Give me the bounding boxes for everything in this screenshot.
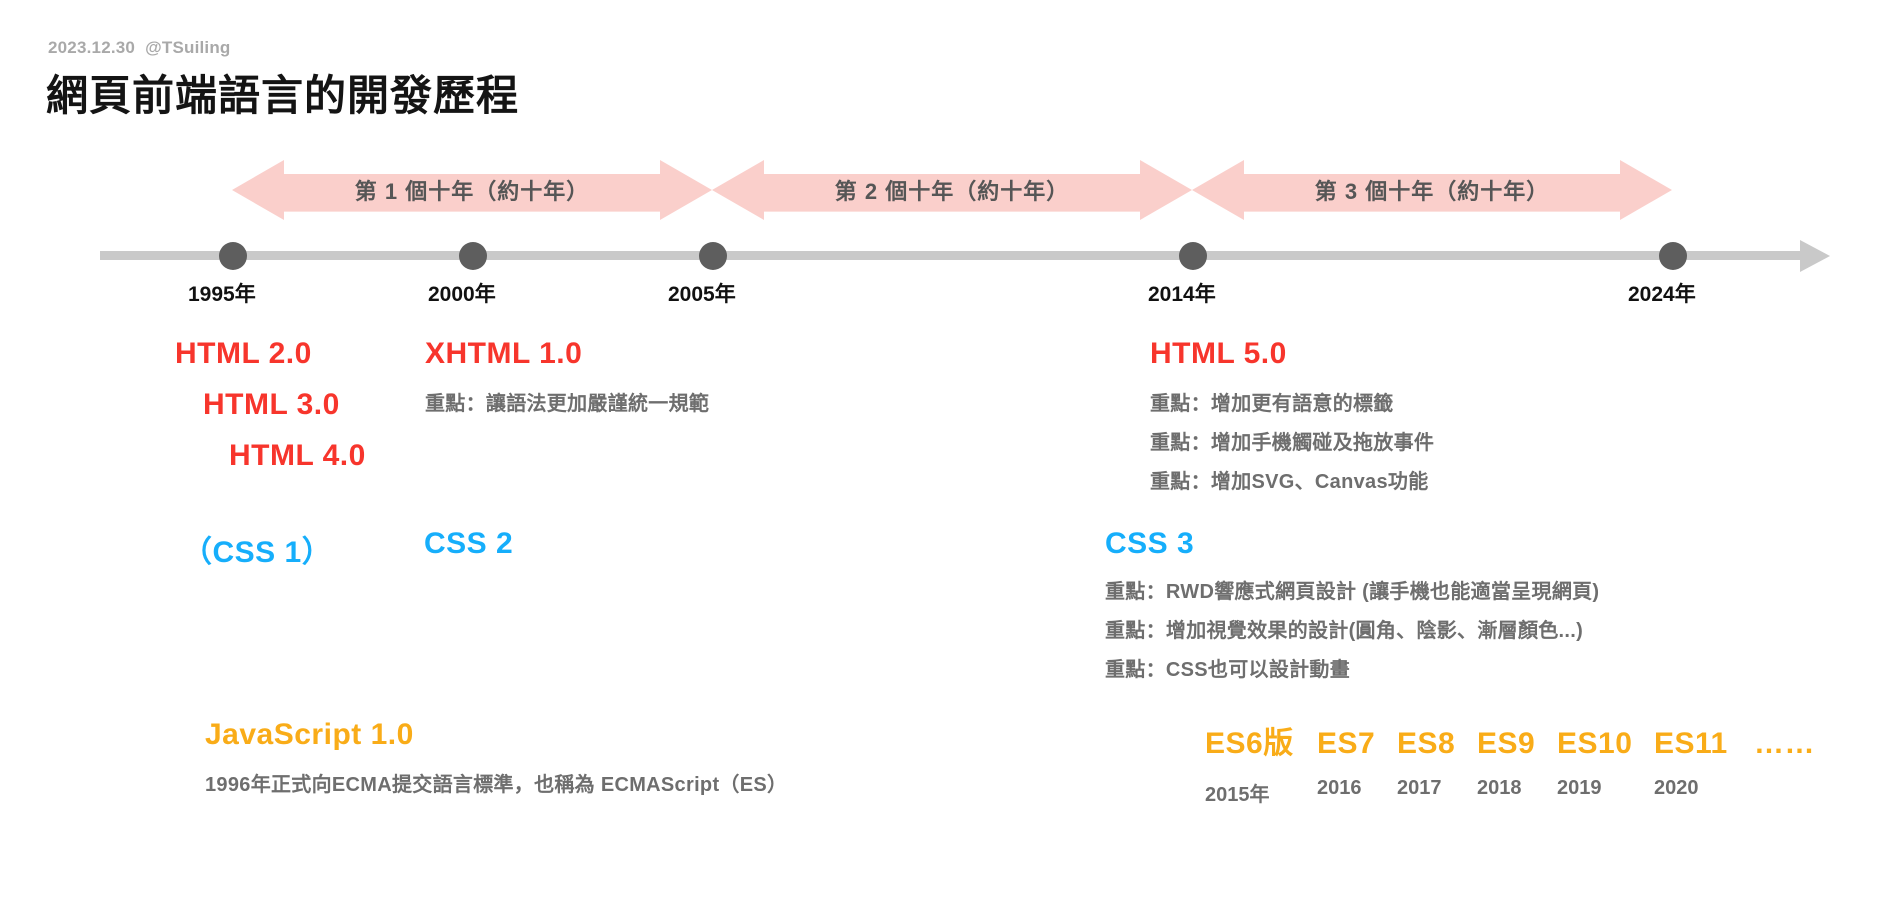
html5-note: 重點：增加手機觸碰及拖放事件 <box>1150 432 1435 454</box>
timeline-label-2000: 2000年 <box>428 283 496 306</box>
ecmascript-year: 2020 <box>1654 777 1699 799</box>
timeline-dot-2024 <box>1659 242 1687 270</box>
decade-arrow-3: 第 3 個十年（約十年） <box>1192 160 1672 220</box>
meta-handle: @TSuiling <box>145 38 231 57</box>
css3-note: 重點：CSS也可以設計動畫 <box>1105 659 1351 681</box>
decade-arrow-label: 第 3 個十年（約十年） <box>1314 179 1550 204</box>
meta-date: 2023.12.30 <box>48 38 136 57</box>
timeline-axis-arrowhead <box>1800 240 1830 272</box>
css2-group: CSS 2 <box>424 527 513 561</box>
decade-band: 第 1 個十年（約十年） 第 2 個十年（約十年） 第 3 個十年（約十年） <box>0 160 1900 220</box>
css3-note: 重點：增加視覺效果的設計(圓角、陰影、漸層顏色...) <box>1105 620 1584 642</box>
xhtml-title: XHTML 1.0 <box>425 337 583 370</box>
meta-line: 2023.12.30 @TSuiling <box>48 38 231 58</box>
html-version-label: HTML 2.0 <box>175 337 312 370</box>
ecmascript-item: ES7 2016 <box>1317 727 1397 800</box>
decade-arrow-label: 第 1 個十年（約十年） <box>354 179 590 204</box>
timeline-dot-2005 <box>699 242 727 270</box>
timeline-axis <box>100 251 1805 260</box>
xhtml-note: 重點：讓語法更加嚴謹統一規範 <box>425 393 710 415</box>
timeline-label-1995: 1995年 <box>188 283 256 306</box>
ecmascript-item: ES10 2019 <box>1557 727 1654 800</box>
ecmascript-item: ES8 2017 <box>1397 727 1477 800</box>
timeline-label-2024: 2024年 <box>1628 283 1696 306</box>
html5-title: HTML 5.0 <box>1150 337 1287 370</box>
decade-arrow-1: 第 1 個十年（約十年） <box>232 160 712 220</box>
css2-title: CSS 2 <box>424 527 514 560</box>
css1-group: （CSS 1） <box>182 527 332 571</box>
timeline-label-2014: 2014年 <box>1148 283 1216 306</box>
html5-group: HTML 5.0 重點：增加更有語意的標籤 重點：增加手機觸碰及拖放事件 重點：… <box>1150 337 1434 494</box>
css1-title: （CSS 1） <box>182 536 333 569</box>
ecmascript-name: ES9 <box>1477 727 1536 760</box>
html-early-group: HTML 2.0 HTML 3.0 HTML 4.0 <box>175 337 366 473</box>
xhtml-group: XHTML 1.0 重點：讓語法更加嚴謹統一規範 <box>425 337 709 416</box>
timeline-dot-1995 <box>219 242 247 270</box>
ecmascript-ellipsis: …… <box>1754 727 1815 760</box>
ecmascript-year: 2018 <box>1477 777 1522 799</box>
ecmascript-item: ES11 2020 <box>1654 727 1754 800</box>
html-version-label: HTML 4.0 <box>229 439 366 472</box>
javascript-note: 1996年正式向ECMA提交語言標準，也稱為 ECMAScript（ES） <box>205 774 788 796</box>
decade-arrow-2: 第 2 個十年（約十年） <box>712 160 1192 220</box>
ecmascript-year: 2015年 <box>1205 784 1270 806</box>
ecmascript-name: ES10 <box>1557 727 1633 760</box>
css3-title: CSS 3 <box>1105 527 1195 560</box>
page-title: 網頁前端語言的開發歷程 <box>46 72 520 119</box>
decade-arrow-label: 第 2 個十年（約十年） <box>834 179 1070 204</box>
timeline-dot-2014 <box>1179 242 1207 270</box>
ecmascript-year: 2017 <box>1397 777 1442 799</box>
ecmascript-name: ES8 <box>1397 727 1456 760</box>
css3-note: 重點：RWD響應式網頁設計 (讓手機也能適當呈現網頁) <box>1105 581 1600 603</box>
javascript-group: JavaScript 1.0 1996年正式向ECMA提交語言標準，也稱為 EC… <box>205 718 787 797</box>
ecmascript-item: …… <box>1754 727 1844 777</box>
ecmascript-year: 2016 <box>1317 777 1362 799</box>
javascript-title: JavaScript 1.0 <box>205 718 414 751</box>
ecmascript-item: ES9 2018 <box>1477 727 1557 800</box>
ecmascript-name: ES6版 <box>1205 727 1294 760</box>
ecmascript-group: ES6版 2015年 ES7 2016 ES8 2017 ES9 2018 ES… <box>1205 718 1844 807</box>
timeline-dot-2000 <box>459 242 487 270</box>
ecmascript-name: ES7 <box>1317 727 1376 760</box>
html-version-label: HTML 3.0 <box>203 388 340 421</box>
css3-group: CSS 3 重點：RWD響應式網頁設計 (讓手機也能適當呈現網頁) 重點：增加視… <box>1105 527 1599 682</box>
ecmascript-item: ES6版 2015年 <box>1205 718 1317 807</box>
html5-note: 重點：增加更有語意的標籤 <box>1150 393 1394 415</box>
html5-note: 重點：增加SVG、Canvas功能 <box>1150 471 1429 493</box>
timeline-label-2005: 2005年 <box>668 283 736 306</box>
ecmascript-name: ES11 <box>1654 727 1728 760</box>
ecmascript-year: 2019 <box>1557 777 1602 799</box>
